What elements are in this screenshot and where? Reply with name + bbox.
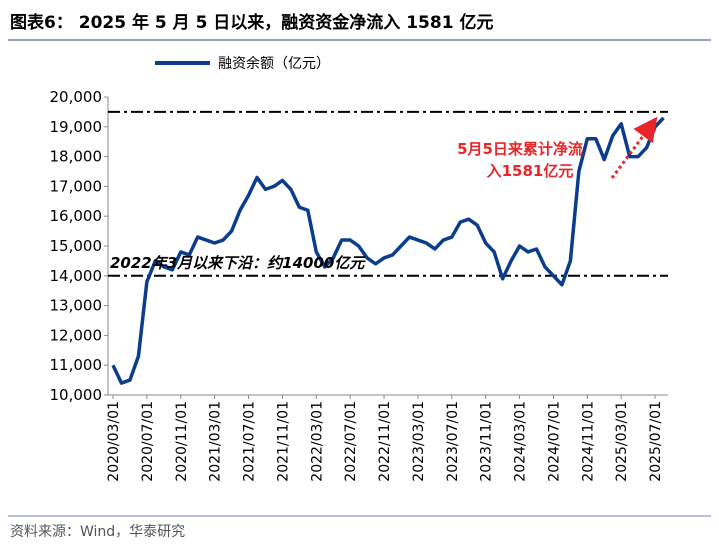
y-tick-label: 17,000 (50, 177, 103, 195)
line-series (111, 116, 665, 385)
legend-label: 融资余额（亿元） (218, 55, 330, 72)
x-tick-label: 2022/07/01 (343, 401, 359, 482)
x-tick-label: 2023/11/01 (479, 401, 495, 482)
y-tick-label: 19,000 (50, 118, 103, 136)
x-tick-label: 2020/03/01 (106, 401, 122, 482)
x-tick-label: 2024/11/01 (580, 401, 596, 482)
y-tick-label: 20,000 (50, 88, 103, 106)
chart-title: 图表6： 2025 年 5 月 5 日以来，融资资金净流入 1581 亿元 (10, 12, 493, 33)
x-tick-label: 2022/03/01 (309, 401, 325, 482)
x-tick-label: 2022/11/01 (377, 401, 393, 482)
y-tick-label: 11,000 (50, 356, 103, 374)
y-tick-label: 14,000 (50, 267, 103, 285)
x-tick-label: 2020/07/01 (140, 401, 156, 482)
x-tick-label: 2021/11/01 (275, 401, 291, 482)
x-tick-label: 2025/03/01 (614, 401, 630, 482)
x-tick-label: 2023/07/01 (445, 401, 461, 482)
y-tick-label: 18,000 (50, 148, 103, 166)
x-tick-label: 2020/11/01 (174, 401, 190, 482)
y-tick-label: 15,000 (50, 237, 103, 255)
x-tick-label: 2021/07/01 (242, 401, 258, 482)
y-tick-label: 16,000 (50, 207, 103, 225)
source: 资料来源：Wind，华泰研究 (10, 524, 185, 540)
annotation: 5月5日来累计净流 (457, 140, 583, 158)
annotation: 入1581亿元 (487, 162, 574, 180)
x-tick-label: 2024/03/01 (513, 401, 529, 482)
x-tick-label: 2024/07/01 (546, 401, 562, 482)
x-tick-label: 2021/03/01 (208, 401, 224, 482)
y-tick-label: 12,000 (50, 326, 103, 344)
x-tick-label: 2025/07/01 (648, 401, 664, 482)
x-tick-label: 2023/03/01 (411, 401, 427, 482)
y-tick-label: 10,000 (50, 386, 103, 404)
y-tick-label: 13,000 (50, 297, 103, 315)
annotation: 2022年3月以来下沿：约14000亿元 (110, 254, 366, 272)
arrow (610, 116, 658, 179)
